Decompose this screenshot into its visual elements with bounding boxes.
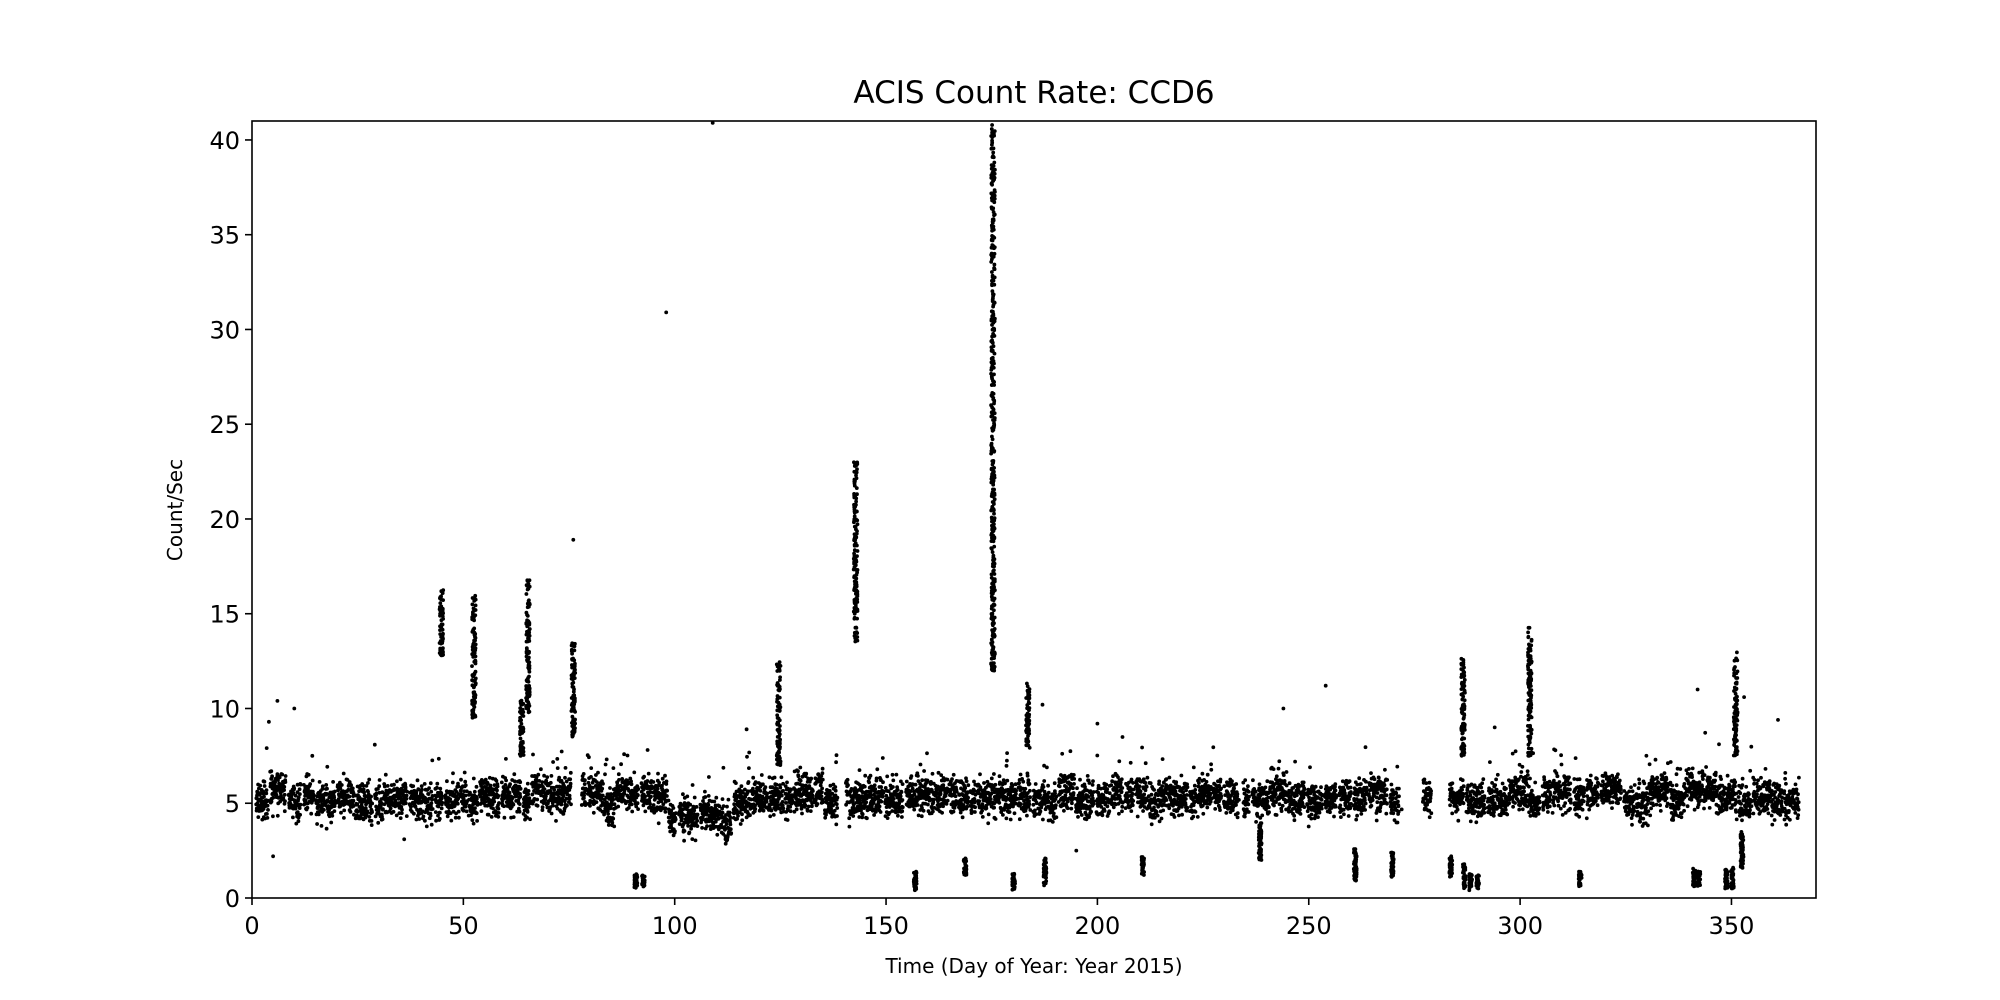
y-tick-label: 0	[225, 885, 240, 913]
x-tick-label: 100	[652, 912, 698, 940]
y-tick-label: 5	[225, 790, 240, 818]
x-tick-label: 0	[244, 912, 259, 940]
y-tick-label: 10	[209, 695, 240, 723]
x-axis: 0 50 100 150 200 250 300 350	[244, 898, 1754, 940]
x-tick-label: 250	[1286, 912, 1332, 940]
x-tick-label: 300	[1497, 912, 1543, 940]
y-tick-label: 20	[209, 506, 240, 534]
y-tick-label: 15	[209, 601, 240, 629]
x-tick-label: 50	[448, 912, 479, 940]
y-tick-label: 35	[209, 222, 240, 250]
plot-frame	[251, 120, 1817, 899]
data-points	[254, 120, 1801, 893]
y-axis-label: Count/Sec	[163, 459, 187, 561]
y-tick-label: 40	[209, 127, 240, 155]
chart-title: ACIS Count Rate: CCD6	[853, 75, 1214, 111]
x-tick-label: 150	[863, 912, 909, 940]
y-tick-label: 25	[209, 411, 240, 439]
x-axis-label: Time (Day of Year: Year 2015)	[884, 954, 1182, 978]
x-tick-label: 350	[1709, 912, 1755, 940]
scatter-points	[254, 120, 1801, 893]
y-axis: 0 5 10 15 20 25 30 35 40	[209, 127, 252, 913]
x-tick-label: 200	[1074, 912, 1120, 940]
y-tick-label: 30	[209, 316, 240, 344]
